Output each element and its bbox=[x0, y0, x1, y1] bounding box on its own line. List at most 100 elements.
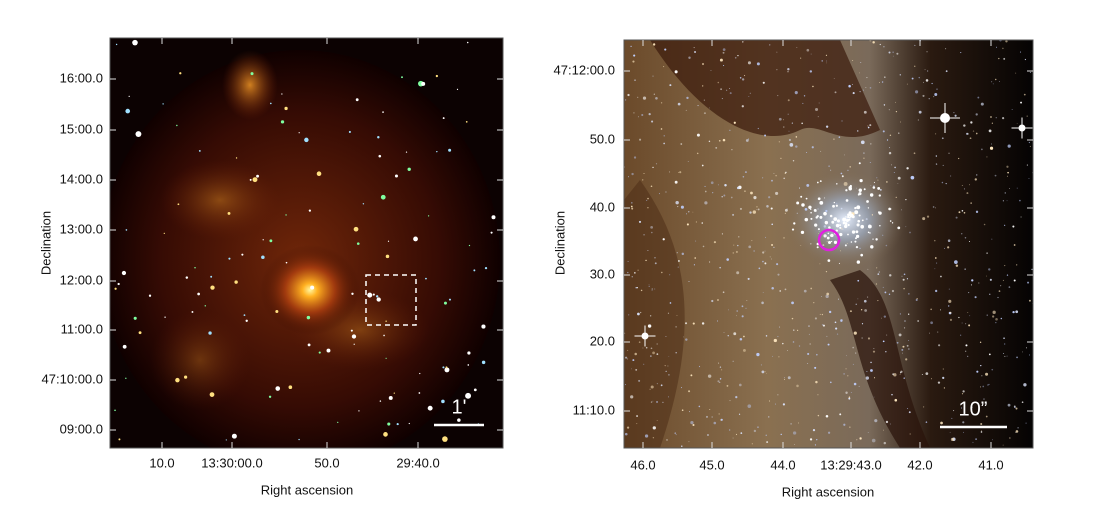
star bbox=[998, 57, 1000, 60]
star bbox=[894, 166, 896, 169]
star bbox=[765, 373, 767, 374]
star bbox=[944, 247, 946, 249]
star bbox=[879, 43, 881, 46]
star bbox=[897, 226, 901, 230]
star bbox=[867, 296, 869, 298]
star bbox=[932, 206, 935, 208]
star bbox=[901, 275, 903, 277]
star bbox=[275, 386, 281, 391]
source-circle bbox=[817, 228, 841, 252]
star bbox=[828, 165, 830, 167]
star bbox=[1006, 274, 1009, 276]
star bbox=[818, 232, 819, 234]
star bbox=[905, 198, 907, 201]
star bbox=[316, 171, 322, 177]
star bbox=[702, 245, 705, 248]
star bbox=[686, 213, 687, 215]
star bbox=[947, 305, 950, 307]
star bbox=[1019, 51, 1022, 53]
star bbox=[747, 277, 750, 280]
star bbox=[650, 185, 653, 188]
star bbox=[847, 233, 849, 236]
star bbox=[828, 240, 832, 244]
star bbox=[849, 426, 851, 428]
star bbox=[653, 93, 655, 95]
star bbox=[778, 117, 782, 121]
star bbox=[981, 430, 982, 432]
star bbox=[654, 288, 656, 290]
star bbox=[909, 231, 911, 234]
star bbox=[877, 300, 879, 302]
star bbox=[692, 423, 695, 427]
star bbox=[913, 152, 916, 155]
star bbox=[723, 64, 725, 67]
star bbox=[815, 380, 818, 384]
x-axis-label: Right ascension bbox=[261, 482, 354, 497]
star bbox=[835, 229, 838, 232]
star bbox=[891, 222, 894, 224]
star bbox=[664, 365, 666, 367]
star bbox=[717, 299, 719, 301]
star bbox=[783, 236, 785, 239]
star bbox=[751, 443, 753, 445]
star bbox=[625, 356, 628, 359]
star bbox=[769, 44, 771, 46]
star bbox=[834, 321, 837, 324]
star bbox=[737, 55, 739, 57]
star bbox=[848, 396, 851, 398]
star bbox=[999, 80, 1001, 82]
star bbox=[852, 60, 854, 61]
star bbox=[899, 374, 901, 375]
star bbox=[846, 355, 847, 357]
star bbox=[715, 146, 718, 149]
star bbox=[706, 415, 708, 418]
star bbox=[795, 145, 798, 148]
star bbox=[792, 160, 795, 162]
star bbox=[163, 232, 165, 235]
star bbox=[792, 341, 795, 343]
star bbox=[965, 350, 967, 352]
star bbox=[720, 88, 723, 91]
star bbox=[858, 192, 862, 196]
star bbox=[878, 271, 881, 273]
star bbox=[866, 200, 869, 203]
star bbox=[686, 223, 689, 226]
star bbox=[696, 133, 700, 137]
star bbox=[771, 287, 774, 290]
star bbox=[711, 299, 714, 303]
star bbox=[796, 212, 798, 214]
star bbox=[1026, 164, 1028, 166]
y-tick-label: 40.0 bbox=[590, 199, 615, 214]
star bbox=[1015, 72, 1017, 74]
scale-label: 10” bbox=[959, 398, 988, 420]
star bbox=[256, 174, 260, 178]
star bbox=[844, 222, 848, 225]
star bbox=[694, 257, 696, 259]
star bbox=[656, 420, 658, 422]
star bbox=[858, 162, 861, 165]
star bbox=[118, 438, 121, 441]
star bbox=[674, 180, 678, 184]
star bbox=[656, 353, 659, 355]
star bbox=[861, 337, 863, 339]
star bbox=[796, 201, 800, 205]
star bbox=[756, 209, 758, 210]
star bbox=[835, 223, 840, 228]
star bbox=[396, 422, 399, 426]
star bbox=[630, 45, 632, 47]
star bbox=[688, 441, 690, 443]
star bbox=[969, 241, 971, 243]
star bbox=[225, 439, 227, 441]
star bbox=[318, 351, 321, 354]
star bbox=[790, 423, 792, 425]
star bbox=[762, 260, 764, 263]
star bbox=[805, 197, 808, 200]
star bbox=[995, 317, 998, 321]
star bbox=[867, 224, 872, 229]
star bbox=[491, 215, 496, 220]
optical-image: 10” bbox=[624, 40, 1033, 448]
star bbox=[1014, 406, 1016, 409]
star bbox=[674, 432, 677, 434]
star bbox=[841, 120, 843, 122]
star bbox=[885, 420, 889, 424]
